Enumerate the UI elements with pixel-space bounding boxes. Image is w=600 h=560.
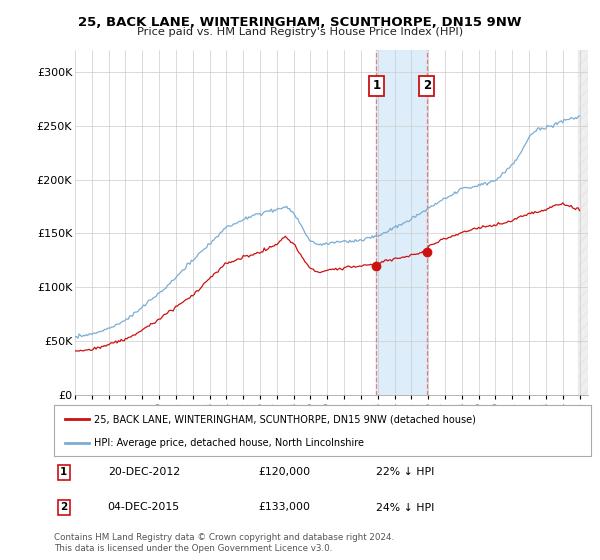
Text: 25, BACK LANE, WINTERINGHAM, SCUNTHORPE, DN15 9NW (detached house): 25, BACK LANE, WINTERINGHAM, SCUNTHORPE,… — [94, 414, 476, 424]
Text: 2: 2 — [60, 502, 67, 512]
Bar — [578, 50, 588, 395]
Text: Contains HM Land Registry data © Crown copyright and database right 2024.
This d: Contains HM Land Registry data © Crown c… — [54, 533, 394, 553]
Text: 25, BACK LANE, WINTERINGHAM, SCUNTHORPE, DN15 9NW: 25, BACK LANE, WINTERINGHAM, SCUNTHORPE,… — [78, 16, 522, 29]
Text: 1: 1 — [60, 468, 67, 478]
Text: Price paid vs. HM Land Registry's House Price Index (HPI): Price paid vs. HM Land Registry's House … — [137, 27, 463, 38]
Text: 2: 2 — [423, 80, 431, 92]
Bar — [376, 50, 427, 395]
Text: £120,000: £120,000 — [258, 468, 310, 478]
Text: 22% ↓ HPI: 22% ↓ HPI — [376, 468, 434, 478]
Text: 04-DEC-2015: 04-DEC-2015 — [108, 502, 180, 512]
Text: £133,000: £133,000 — [258, 502, 310, 512]
Text: HPI: Average price, detached house, North Lincolnshire: HPI: Average price, detached house, Nort… — [94, 438, 364, 448]
Text: 24% ↓ HPI: 24% ↓ HPI — [376, 502, 434, 512]
Text: 1: 1 — [372, 80, 380, 92]
Text: 20-DEC-2012: 20-DEC-2012 — [108, 468, 180, 478]
